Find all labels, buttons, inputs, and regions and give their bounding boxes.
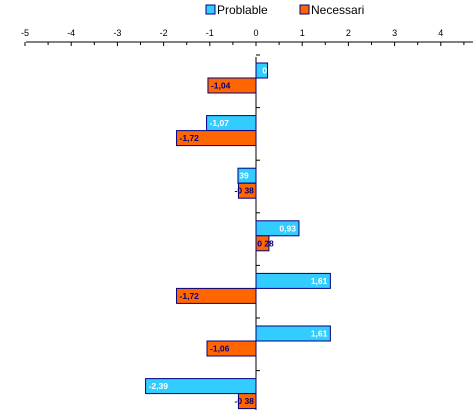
bar-necessari-7 xyxy=(237,393,257,410)
data-label-necessari-4: 0 28 xyxy=(257,238,274,248)
data-label-necessari-5: -1,72 xyxy=(180,291,200,301)
data-label-problable-6: 1,61 xyxy=(311,329,328,339)
data-label-problable-3: 39 xyxy=(239,171,249,181)
data-label-problable-5: 1,61 xyxy=(311,276,328,286)
bar-necessari-5 xyxy=(176,287,257,304)
x-tick-label: -1 xyxy=(206,28,214,38)
data-label-necessari-3: -0 38 xyxy=(235,186,255,196)
bar-problable-1 xyxy=(255,62,269,79)
data-label-necessari-7: -0 38 xyxy=(235,396,255,406)
legend-label: Problable xyxy=(217,3,268,17)
x-tick-label: -2 xyxy=(160,28,168,38)
x-tick-label: 4 xyxy=(438,28,443,38)
bar-necessari-4 xyxy=(255,235,270,252)
x-tick-label: 3 xyxy=(392,28,397,38)
data-label-necessari-1: -1,04 xyxy=(211,81,231,91)
bar-problable-7 xyxy=(145,378,257,395)
bar-necessari-2 xyxy=(176,130,257,147)
data-label-problable-4: 0,93 xyxy=(279,223,296,233)
x-tick-label: -5 xyxy=(21,28,29,38)
x-tick-label: 1 xyxy=(300,28,305,38)
bars xyxy=(145,62,331,410)
legend-swatch xyxy=(205,4,216,15)
x-tick-label: 2 xyxy=(346,28,351,38)
x-tick-label: -4 xyxy=(67,28,75,38)
bar-problable-4 xyxy=(255,220,300,237)
bar-necessari-6 xyxy=(206,340,257,357)
legend: Problable Necessari xyxy=(205,3,364,17)
x-tick-label: -3 xyxy=(113,28,121,38)
bar-necessari-1 xyxy=(207,77,257,94)
bar-problable-5 xyxy=(255,272,331,289)
bar-problable-6 xyxy=(255,325,331,342)
data-label-problable-7: -2,39 xyxy=(149,381,169,391)
legend-label: Necessari xyxy=(311,3,364,17)
bar-necessari-3 xyxy=(237,182,257,199)
data-label-problable-2: -1,07 xyxy=(210,118,230,128)
x-axis: -5 -4 -3 -2 -1 0 1 2 3 4 xyxy=(21,28,473,46)
legend-item-necessari: Necessari xyxy=(299,3,364,17)
legend-swatch xyxy=(299,4,310,15)
x-tick-label: 0 xyxy=(253,28,258,38)
data-label-necessari-2: -1,72 xyxy=(180,133,200,143)
legend-item-problable: Problable xyxy=(205,3,268,17)
data-labels: 0 -1,04 -1,07 -1,72 39 -0 38 0,93 0 28 1,61 -1,72… xyxy=(149,66,328,407)
data-label-problable-1: 0 xyxy=(262,66,267,76)
data-label-necessari-6: -1,06 xyxy=(210,344,230,354)
